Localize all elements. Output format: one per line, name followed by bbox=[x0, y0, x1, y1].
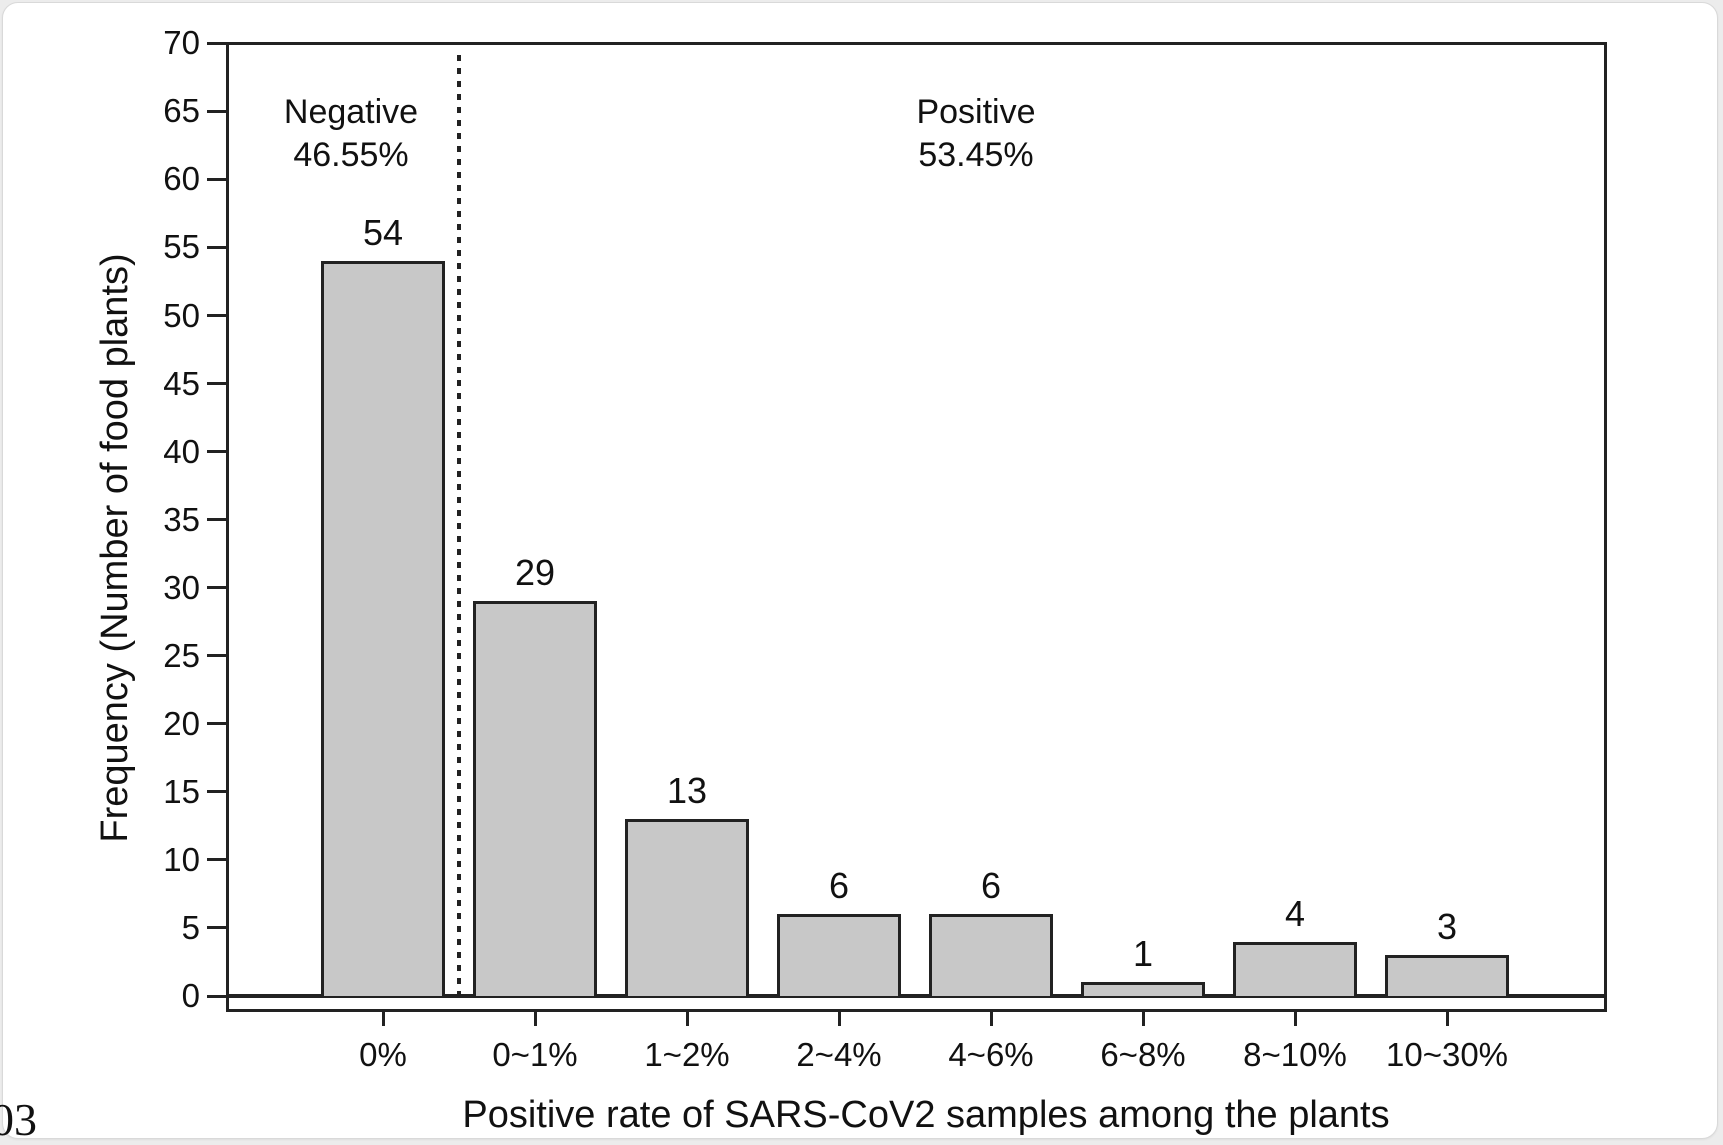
x-tick-label: 10~30% bbox=[1385, 1036, 1509, 1073]
y-tick-label: 45 bbox=[163, 364, 200, 402]
plot-frame bbox=[226, 42, 1607, 1012]
x-tick-label: 6~8% bbox=[1100, 1036, 1186, 1073]
x-tick bbox=[685, 1009, 689, 1026]
y-tick bbox=[207, 245, 227, 249]
x-tick-label: 1~2% bbox=[644, 1036, 730, 1073]
y-tick-label: 60 bbox=[163, 160, 200, 198]
x-tick-label: 0% bbox=[359, 1036, 407, 1073]
y-tick bbox=[207, 314, 227, 317]
y-tick-label: 30 bbox=[163, 568, 200, 606]
y-tick bbox=[207, 586, 227, 590]
y-tick bbox=[207, 450, 227, 454]
x-tick-label: 4~6% bbox=[948, 1036, 1034, 1073]
y-tick bbox=[207, 654, 227, 658]
x-tick bbox=[1293, 1009, 1297, 1026]
y-tick-label: 40 bbox=[163, 432, 200, 470]
y-tick-label: 70 bbox=[163, 24, 200, 62]
bar-value-label: 6 bbox=[828, 865, 850, 907]
bar-value-label: 29 bbox=[514, 552, 556, 594]
x-tick-label: 2~4% bbox=[796, 1036, 882, 1073]
y-tick bbox=[207, 518, 227, 522]
y-tick bbox=[207, 382, 227, 386]
y-tick-label: 35 bbox=[163, 500, 200, 538]
bar bbox=[1233, 941, 1357, 996]
bar bbox=[1081, 982, 1205, 996]
bar bbox=[777, 914, 901, 996]
bar-value-label: 3 bbox=[1436, 906, 1458, 948]
y-tick-label: 25 bbox=[163, 636, 200, 674]
y-tick-label: 0 bbox=[181, 977, 200, 1014]
y-tick-label: 65 bbox=[163, 92, 200, 130]
y-tick-label: 10 bbox=[163, 840, 200, 878]
x-tick-label: 0~1% bbox=[492, 1036, 578, 1073]
bar-value-label: 1 bbox=[1132, 933, 1154, 975]
bar-value-label: 13 bbox=[666, 770, 708, 812]
y-tick-label: 50 bbox=[163, 296, 200, 334]
y-tick bbox=[207, 926, 227, 930]
bar bbox=[1385, 955, 1509, 996]
bar-chart: Negative 46.55% Positive 53.45% Frequenc… bbox=[3, 3, 1717, 1138]
positive-region-title: Positive bbox=[916, 93, 1036, 131]
y-tick bbox=[207, 790, 227, 794]
y-tick bbox=[207, 858, 227, 862]
x-tick bbox=[837, 1009, 841, 1026]
y-tick-label: 20 bbox=[163, 704, 200, 742]
y-tick-label: 55 bbox=[163, 228, 200, 266]
x-axis-title: Positive rate of SARS-CoV2 samples among… bbox=[462, 1094, 1390, 1136]
bar-value-label: 6 bbox=[980, 865, 1002, 907]
negative-region-title: Negative bbox=[283, 93, 419, 131]
x-tick bbox=[1445, 1009, 1449, 1026]
negative-region-percent: 46.55% bbox=[293, 136, 409, 174]
negative-region-label: Negative 46.55% bbox=[201, 91, 501, 177]
x-tick bbox=[1141, 1009, 1145, 1026]
y-tick bbox=[207, 722, 227, 726]
region-divider-line bbox=[457, 55, 461, 996]
y-tick-label: 15 bbox=[163, 772, 200, 810]
x-tick bbox=[533, 1009, 537, 1026]
x-axis-baseline bbox=[229, 994, 1604, 998]
x-tick bbox=[989, 1009, 993, 1026]
bar bbox=[929, 914, 1053, 996]
x-tick-label: 8~10% bbox=[1243, 1036, 1347, 1073]
y-tick-label: 5 bbox=[181, 908, 200, 946]
y-tick bbox=[207, 41, 227, 45]
bar bbox=[473, 601, 597, 996]
y-tick bbox=[207, 994, 227, 998]
bar-value-label: 54 bbox=[362, 212, 404, 254]
y-tick bbox=[207, 109, 227, 113]
bar bbox=[625, 819, 749, 996]
corner-page-text: 03 bbox=[0, 1094, 37, 1145]
x-tick bbox=[381, 1009, 385, 1026]
y-tick bbox=[207, 177, 227, 181]
bar-value-label: 4 bbox=[1284, 892, 1306, 934]
positive-region-label: Positive 53.45% bbox=[826, 91, 1126, 177]
positive-region-percent: 53.45% bbox=[918, 136, 1034, 174]
bar bbox=[321, 261, 445, 996]
